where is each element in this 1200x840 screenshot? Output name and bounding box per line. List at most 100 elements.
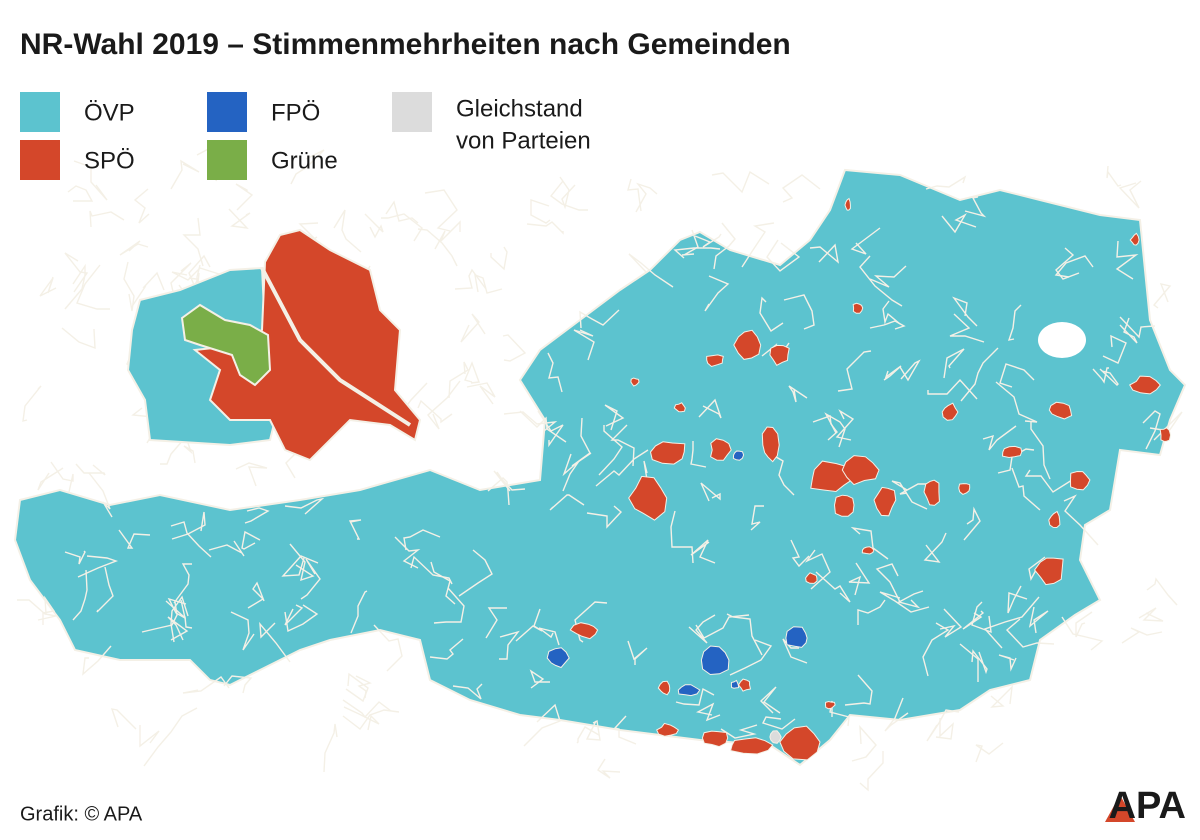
municipality-border — [167, 616, 189, 641]
municipality-border — [837, 350, 872, 392]
municipality-border — [883, 365, 902, 381]
municipality-border — [77, 555, 119, 578]
result-region — [1129, 375, 1161, 395]
municipality-border — [628, 253, 674, 288]
municipality-border — [37, 467, 64, 491]
danube — [260, 267, 412, 427]
municipality-border — [89, 210, 125, 228]
municipality-border — [850, 526, 889, 560]
municipality-border — [899, 359, 921, 382]
municipality-border — [67, 185, 94, 202]
municipality-border — [875, 563, 901, 603]
legend-swatch — [207, 140, 247, 180]
municipality-border — [1092, 367, 1109, 384]
municipality-border — [999, 363, 1035, 388]
municipality-border — [963, 506, 981, 541]
municipality-border — [857, 599, 886, 625]
municipality-border — [869, 320, 906, 330]
municipality-border — [549, 180, 588, 211]
municipality-border — [487, 477, 510, 506]
municipality-border — [844, 674, 873, 706]
legend-label: SPÖ — [84, 147, 135, 174]
municipality-border — [519, 410, 567, 443]
municipality-border — [1138, 607, 1164, 622]
legend-swatch — [207, 92, 247, 132]
municipality-border — [1102, 334, 1127, 364]
vienna-hole — [1038, 322, 1086, 358]
region-oevp — [13, 168, 1187, 767]
municipality-borders — [17, 143, 1183, 792]
result-region — [701, 730, 729, 748]
municipality-border — [783, 294, 815, 330]
municipality-border — [42, 595, 56, 625]
result-regions — [546, 197, 1172, 761]
municipality-border — [670, 510, 694, 564]
municipality-border — [1146, 577, 1178, 606]
result-region — [852, 302, 864, 314]
result-region — [729, 737, 774, 755]
result-region — [700, 645, 730, 676]
municipality-border — [290, 149, 325, 185]
municipality-border — [364, 213, 384, 239]
municipality-border — [538, 627, 560, 646]
result-region — [628, 475, 668, 521]
municipality-border — [983, 596, 1040, 649]
result-region — [779, 725, 821, 761]
municipality-border — [627, 178, 642, 212]
municipality-border — [1115, 240, 1139, 280]
municipality-border — [64, 550, 86, 565]
municipality-border — [452, 683, 483, 700]
municipality-border — [448, 361, 469, 399]
municipality-border — [835, 409, 855, 441]
municipality-border — [427, 380, 461, 430]
municipality-border — [241, 530, 261, 550]
municipality-border — [688, 614, 716, 644]
municipality-border — [433, 587, 465, 624]
municipality-border — [342, 699, 392, 719]
municipality-border — [694, 233, 722, 248]
municipality-border — [720, 724, 758, 739]
municipality-border — [289, 543, 315, 582]
municipality-border — [1028, 606, 1049, 634]
municipality-border — [990, 685, 1013, 708]
result-region — [769, 730, 782, 744]
municipality-border — [595, 449, 649, 487]
municipality-border — [962, 610, 985, 630]
municipality-border — [75, 463, 106, 476]
municipality-border — [466, 382, 496, 405]
municipality-border — [300, 558, 321, 600]
municipality-border — [897, 590, 924, 609]
municipality-border — [1007, 585, 1028, 614]
municipality-border — [982, 425, 1017, 451]
municipality-border — [923, 532, 947, 563]
title: NR-Wahl 2019 – Stimmenmehrheiten nach Ge… — [20, 28, 791, 61]
municipality-border — [571, 417, 592, 467]
municipality-border — [576, 726, 600, 744]
municipality-border — [759, 296, 784, 332]
municipality-border — [711, 170, 770, 194]
municipality-border — [585, 719, 601, 741]
result-region — [769, 344, 790, 366]
municipality-border — [681, 229, 699, 256]
municipality-border — [490, 246, 508, 271]
municipality-border — [1030, 421, 1051, 480]
municipality-border — [17, 599, 57, 621]
municipality-border — [1054, 255, 1094, 278]
municipality-border — [704, 275, 730, 312]
municipality-border — [759, 686, 781, 714]
municipality-border — [96, 566, 114, 613]
municipality-border — [1011, 467, 1041, 511]
municipality-border — [926, 709, 960, 742]
municipality-border — [281, 555, 319, 577]
municipality-border — [790, 539, 810, 568]
result-region — [761, 426, 780, 463]
municipality-border — [627, 640, 648, 665]
result-region — [730, 679, 740, 689]
municipality-border — [72, 569, 88, 621]
municipality-border — [355, 675, 372, 699]
result-region — [733, 329, 762, 360]
municipality-border — [960, 347, 999, 402]
municipality-border — [223, 675, 253, 694]
